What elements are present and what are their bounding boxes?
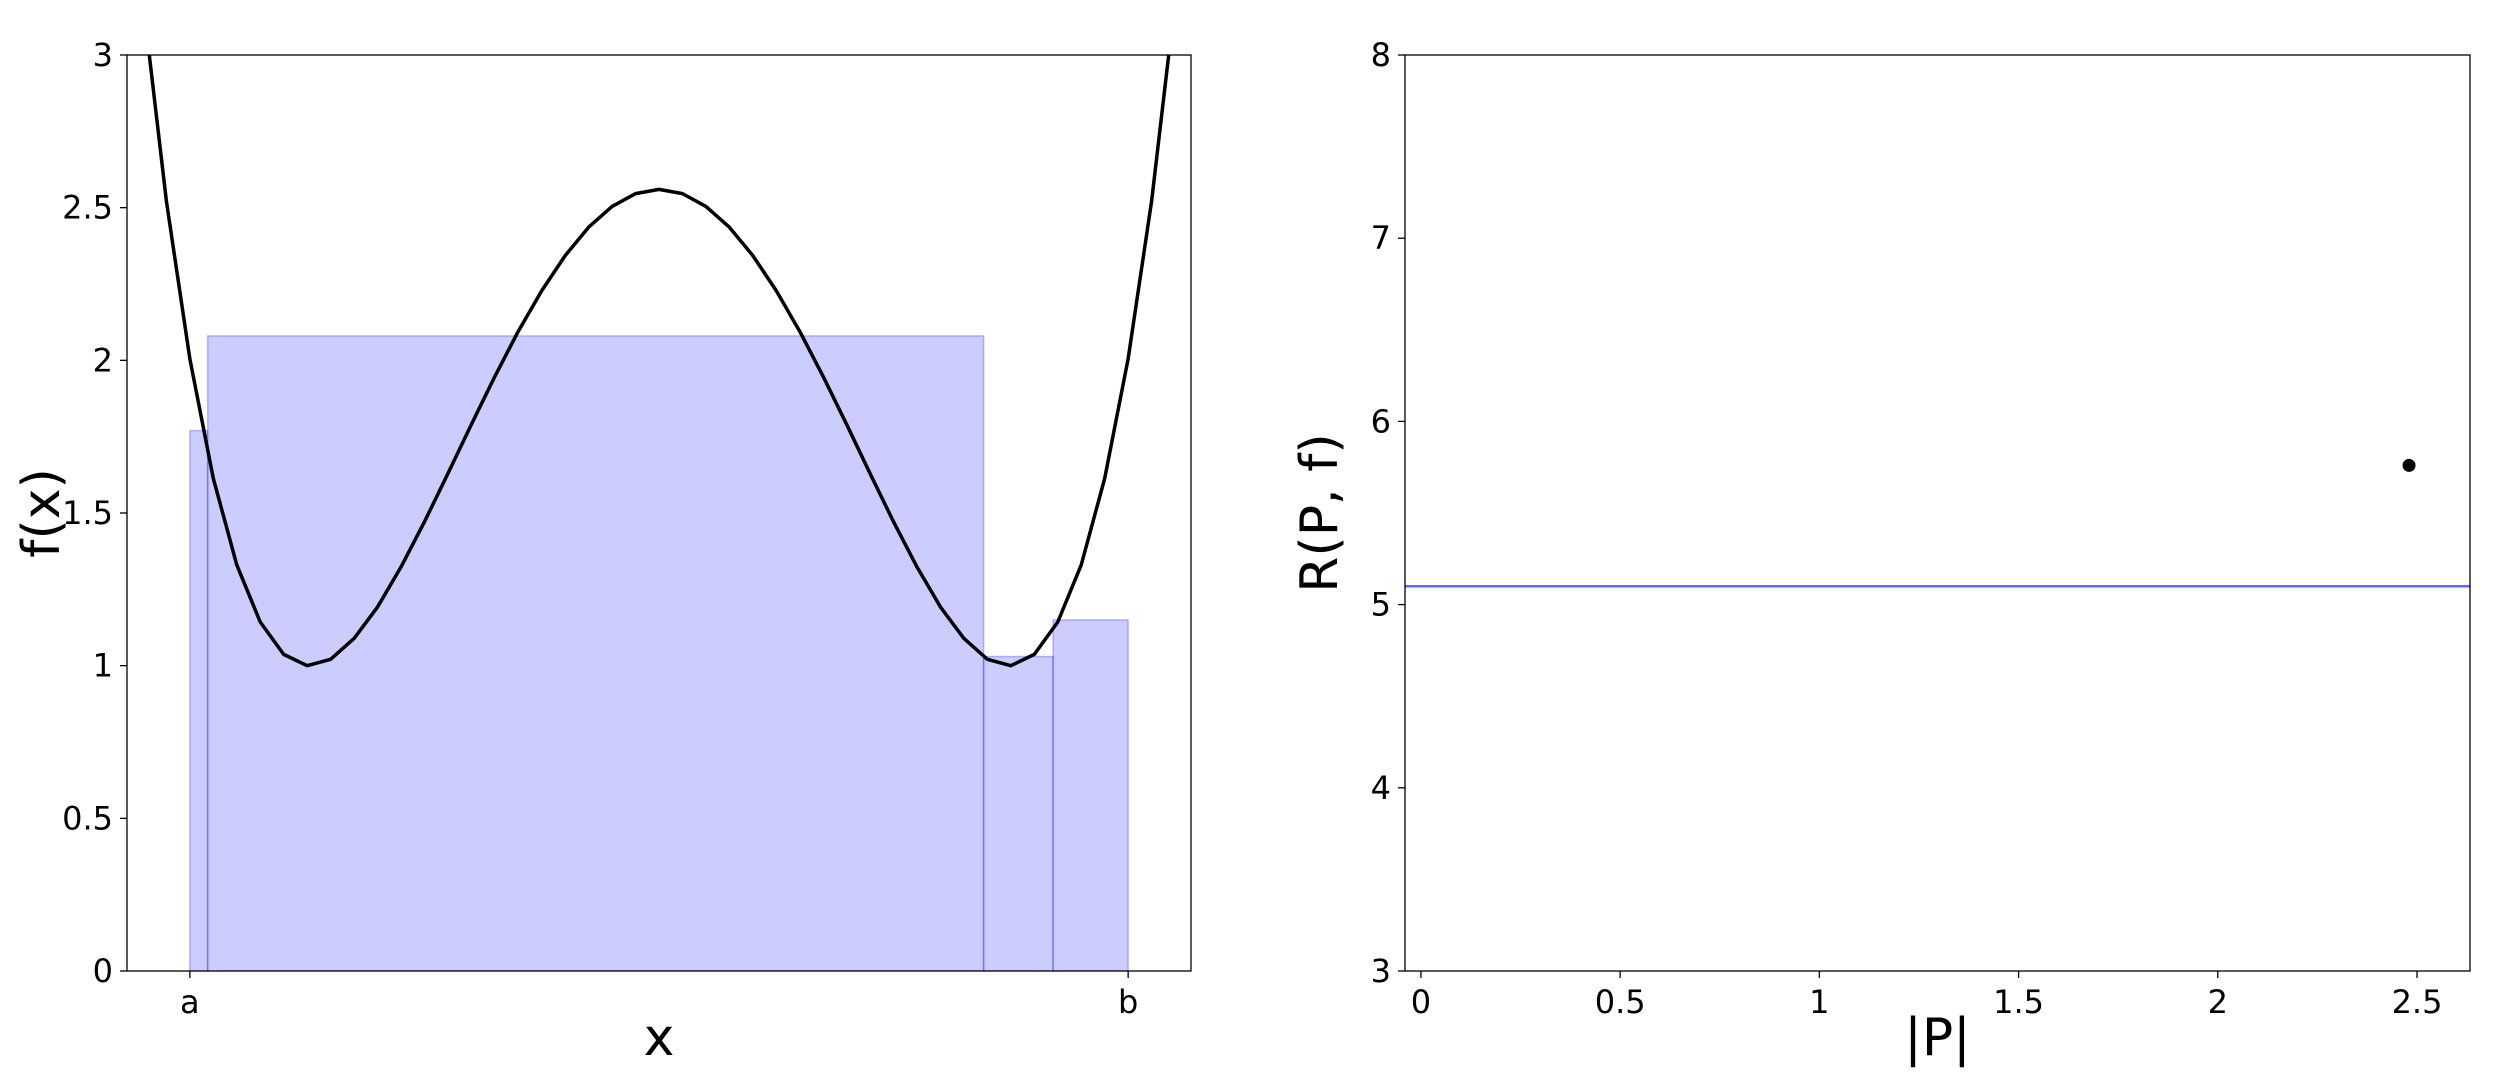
x-axis-label: x <box>644 1008 675 1068</box>
plot-area <box>147 55 1171 971</box>
point <box>2402 458 2416 472</box>
y-tick-label: 3 <box>1371 952 1391 990</box>
y-tick-label: 1.5 <box>62 494 113 532</box>
y-tick-label: 0.5 <box>62 799 113 837</box>
axes-frame <box>1404 54 2471 972</box>
x-tick-label: b <box>1118 983 1138 1021</box>
plot-area <box>1405 458 2470 588</box>
x-tick-label: 2 <box>2208 983 2228 1021</box>
y-tick-label: 3 <box>93 36 113 74</box>
y-tick-label: 7 <box>1371 219 1391 257</box>
x-axis-label: |P| <box>1904 1008 1970 1068</box>
bar <box>982 655 1054 971</box>
x-tick-label: 2.5 <box>2392 983 2443 1021</box>
y-axis-label: R(P, f) <box>1290 433 1350 592</box>
y-tick-label: 5 <box>1371 586 1391 624</box>
y-tick-label: 1 <box>93 647 113 685</box>
y-tick-label: 8 <box>1371 36 1391 74</box>
x-tick-label: a <box>180 983 200 1021</box>
y-axis-label: f(x) <box>12 468 72 558</box>
x-tick-label: 0 <box>1411 983 1431 1021</box>
x-tick-label: 1 <box>1809 983 1829 1021</box>
y-tick-label: 2.5 <box>62 189 113 227</box>
bar <box>206 335 985 971</box>
y-tick-label: 2 <box>93 341 113 379</box>
y-tick-label: 0 <box>93 952 113 990</box>
curve <box>147 55 1171 668</box>
y-tick-label: 6 <box>1371 402 1391 440</box>
bar <box>189 429 209 971</box>
x-tick-label: 1.5 <box>1993 983 2044 1021</box>
y-tick-label: 4 <box>1371 769 1391 807</box>
x-tick-label: 0.5 <box>1595 983 1646 1021</box>
bar <box>1052 619 1129 971</box>
